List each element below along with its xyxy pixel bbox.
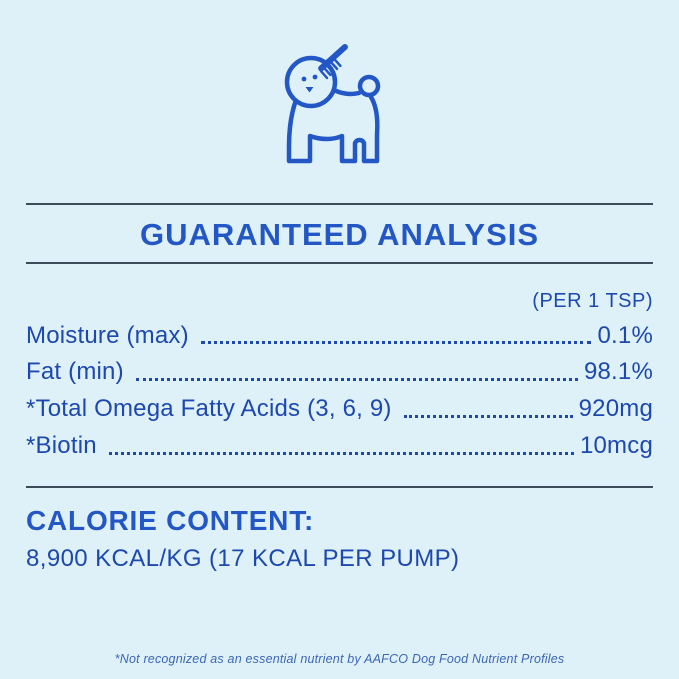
nutrient-value: 0.1% [597, 321, 653, 349]
nutrient-value: 920mg [578, 395, 653, 423]
calorie-content-heading: CALORIE CONTENT: [26, 504, 315, 536]
dotted-leader [135, 378, 578, 382]
nutrient-value: 98.1% [583, 358, 653, 386]
calorie-content-detail: 8,900 KCAL/KG (17 KCAL PER PUMP) [26, 544, 460, 572]
nutrient-row-biotin: *Biotin 10mcg [26, 432, 653, 461]
nutrient-row-omega: *Total Omega Fatty Acids (3, 6, 9) 920mg [26, 395, 653, 424]
nutrient-label: *Total Omega Fatty Acids (3, 6, 9) [26, 395, 392, 423]
nutrient-label: *Biotin [26, 432, 97, 460]
nutrient-row-moisture: Moisture (max) 0.1% [26, 322, 653, 351]
nutrient-value: 10mcg [579, 432, 653, 460]
nutrient-row-fat: Fat (min) 98.1% [26, 358, 653, 387]
nutrient-label: Moisture (max) [26, 321, 189, 349]
dotted-leader [200, 341, 592, 345]
dog-with-comb-icon [284, 43, 380, 164]
serving-size-note: (PER 1 TSP) [532, 289, 653, 312]
dotted-leader [403, 415, 573, 419]
divider-above-calories [26, 485, 653, 488]
aafco-footnote: *Not recognized as an essential nutrient… [114, 652, 565, 667]
nutrient-label: Fat (min) [26, 358, 124, 386]
page-title: GUARANTEED ANALYSIS [139, 217, 540, 252]
dotted-leader [108, 451, 574, 455]
divider-top [26, 203, 653, 205]
nutrient-table: Moisture (max) 0.1% Fat (min) 98.1% *Tot… [26, 322, 653, 461]
divider-under-title [26, 261, 653, 264]
